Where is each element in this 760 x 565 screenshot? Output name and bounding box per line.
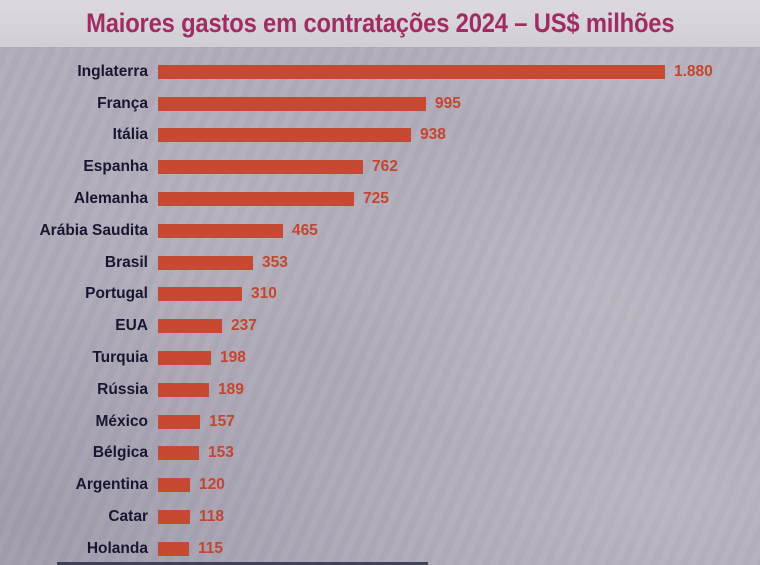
bar-row: Espanha 762 [0, 151, 760, 183]
value-label: 115 [198, 539, 224, 557]
category-label: EUA [115, 317, 148, 335]
title-band: Maiores gastos em contratações 2024 – US… [0, 0, 760, 47]
bar-row: EUA 237 [0, 310, 760, 342]
category-label: Argentina [75, 476, 148, 494]
bar-row: Alemanha 725 [0, 183, 760, 215]
value-label: 1.880 [674, 62, 713, 80]
bar-row: Argentina 120 [0, 469, 760, 501]
value-label: 198 [220, 349, 246, 367]
bar [158, 478, 190, 493]
bar-row: México 157 [0, 406, 760, 438]
bar [158, 96, 426, 111]
value-label: 153 [208, 444, 234, 462]
category-label: França [97, 94, 148, 112]
bar-row: Inglaterra 1.880 [0, 56, 760, 88]
bar-row: Arábia Saudita 465 [0, 215, 760, 247]
value-label: 762 [372, 158, 398, 176]
bar-row: Brasil 353 [0, 247, 760, 279]
bar [158, 287, 242, 302]
value-label: 157 [209, 412, 235, 430]
bar [158, 382, 209, 397]
category-label: Espanha [83, 158, 148, 176]
bar [158, 541, 189, 556]
value-label: 353 [262, 253, 288, 271]
category-label: Bélgica [92, 444, 148, 462]
bar-row: França 995 [0, 88, 760, 120]
bar [158, 223, 283, 238]
bar [158, 64, 665, 79]
chart-title: Maiores gastos em contratações 2024 – US… [85, 8, 675, 38]
bar [158, 351, 211, 366]
category-label: Itália [112, 126, 148, 144]
bar-row: Itália 938 [0, 120, 760, 152]
value-label: 995 [435, 94, 461, 112]
value-label: 725 [363, 190, 389, 208]
bar-row: Catar 118 [0, 501, 760, 533]
category-label: Catar [108, 508, 148, 526]
category-label: México [95, 412, 148, 430]
bar-row: Holanda 115 [0, 533, 760, 565]
bar-chart: Inglaterra 1.880 França 995 Itália 938 Espanha… [0, 47, 760, 565]
bar [158, 319, 222, 334]
category-label: Inglaterra [77, 62, 148, 80]
bar [158, 446, 199, 461]
category-label: Brasil [104, 253, 148, 271]
bar [158, 192, 354, 207]
value-label: 237 [231, 317, 257, 335]
bar-row: Turquia 198 [0, 342, 760, 374]
bar [158, 128, 411, 143]
category-label: Arábia Saudita [39, 221, 148, 239]
bar-row: Bélgica 153 [0, 438, 760, 470]
value-label: 465 [292, 221, 318, 239]
bar [158, 255, 253, 270]
category-label: Turquia [92, 349, 148, 367]
bar [158, 414, 200, 429]
value-label: 120 [199, 476, 225, 494]
category-label: Holanda [86, 539, 148, 557]
value-label: 310 [251, 285, 277, 303]
category-label: Alemanha [73, 190, 148, 208]
bar-row: Portugal 310 [0, 279, 760, 311]
value-label: 189 [218, 380, 244, 398]
category-label: Rússia [97, 380, 148, 398]
category-label: Portugal [85, 285, 148, 303]
bar [158, 510, 190, 525]
bar [158, 160, 363, 175]
bottom-strip [57, 562, 428, 565]
value-label: 118 [199, 508, 225, 526]
value-label: 938 [420, 126, 446, 144]
bar-row: Rússia 189 [0, 374, 760, 406]
